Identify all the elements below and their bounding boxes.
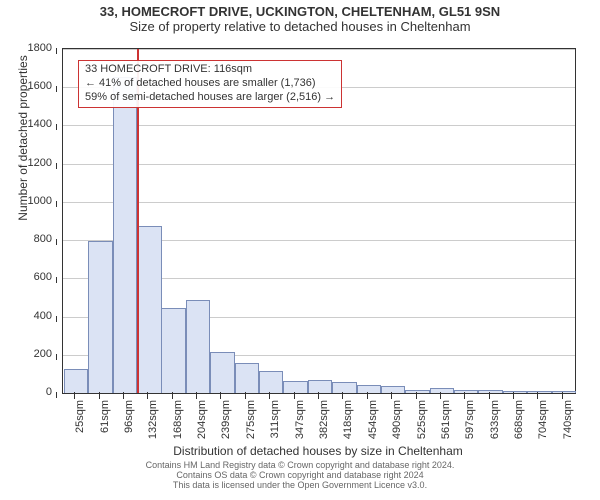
y-tick-label: 600 <box>0 271 52 283</box>
x-tick <box>123 392 124 399</box>
bar <box>283 381 307 393</box>
y-tick-label: 1400 <box>0 118 52 130</box>
title-line1: 33, HOMECROFT DRIVE, UCKINGTON, CHELTENH… <box>0 4 600 19</box>
x-tick-label: 132sqm <box>147 400 159 450</box>
y-tick <box>56 86 57 92</box>
bar <box>552 391 576 393</box>
bar <box>454 390 478 393</box>
y-tick <box>56 392 57 398</box>
x-tick <box>416 392 417 399</box>
x-tick-label: 418sqm <box>342 400 354 450</box>
x-tick <box>489 392 490 399</box>
bar <box>210 352 234 393</box>
bar <box>308 380 332 393</box>
grid-line <box>63 125 575 126</box>
grid-line <box>63 202 575 203</box>
bar <box>259 371 283 393</box>
bar <box>381 386 405 393</box>
annotation-line2: ← 41% of detached houses are smaller (1,… <box>85 77 335 91</box>
y-tick-label: 800 <box>0 233 52 245</box>
grid-line <box>63 164 575 165</box>
x-tick <box>537 392 538 399</box>
bar <box>503 391 527 393</box>
x-tick-label: 740sqm <box>562 400 574 450</box>
y-tick <box>56 316 57 322</box>
x-tick <box>342 392 343 399</box>
y-tick-label: 1000 <box>0 195 52 207</box>
x-tick-label: 490sqm <box>391 400 403 450</box>
y-tick-label: 1200 <box>0 157 52 169</box>
x-tick-label: 704sqm <box>537 400 549 450</box>
footer-line1: Contains HM Land Registry data © Crown c… <box>0 460 600 470</box>
y-tick <box>56 354 57 360</box>
x-tick-label: 25sqm <box>74 400 86 450</box>
bar <box>88 241 112 393</box>
x-tick-label: 561sqm <box>440 400 452 450</box>
x-tick <box>99 392 100 399</box>
x-tick <box>269 392 270 399</box>
bar <box>64 369 88 393</box>
bar <box>430 388 454 393</box>
bar <box>478 390 502 393</box>
title-block: 33, HOMECROFT DRIVE, UCKINGTON, CHELTENH… <box>0 4 600 34</box>
x-tick-label: 382sqm <box>318 400 330 450</box>
bar <box>235 363 259 393</box>
footer-line3: This data is licensed under the Open Gov… <box>0 480 600 490</box>
footer-line2: Contains OS data © Crown copyright and d… <box>0 470 600 480</box>
y-tick-label: 200 <box>0 348 52 360</box>
grid-line <box>63 49 575 50</box>
bar <box>161 308 185 393</box>
x-tick-label: 275sqm <box>245 400 257 450</box>
x-tick <box>147 392 148 399</box>
x-tick <box>367 392 368 399</box>
y-tick-label: 1800 <box>0 42 52 54</box>
y-tick-label: 0 <box>0 386 52 398</box>
x-tick-label: 597sqm <box>464 400 476 450</box>
bar <box>332 382 356 394</box>
x-tick <box>391 392 392 399</box>
y-tick <box>56 277 57 283</box>
bar <box>527 391 551 393</box>
bar <box>405 390 429 393</box>
annotation-box: 33 HOMECROFT DRIVE: 116sqm ← 41% of deta… <box>78 60 342 108</box>
x-tick-label: 239sqm <box>220 400 232 450</box>
y-tick <box>56 239 57 245</box>
x-tick-label: 633sqm <box>489 400 501 450</box>
x-tick-label: 454sqm <box>367 400 379 450</box>
x-tick <box>464 392 465 399</box>
bar <box>186 300 210 393</box>
figure: 33, HOMECROFT DRIVE, UCKINGTON, CHELTENH… <box>0 0 600 500</box>
y-tick <box>56 201 57 207</box>
footer: Contains HM Land Registry data © Crown c… <box>0 460 600 490</box>
y-tick <box>56 48 57 54</box>
x-tick <box>318 392 319 399</box>
annotation-line1: 33 HOMECROFT DRIVE: 116sqm <box>85 63 335 77</box>
x-tick <box>562 392 563 399</box>
x-tick-label: 61sqm <box>99 400 111 450</box>
x-tick <box>513 392 514 399</box>
bar <box>113 77 137 393</box>
bar <box>357 385 381 393</box>
x-tick-label: 204sqm <box>196 400 208 450</box>
x-tick-label: 347sqm <box>294 400 306 450</box>
y-tick <box>56 163 57 169</box>
annotation-line3: 59% of semi-detached houses are larger (… <box>85 91 335 105</box>
x-tick <box>172 392 173 399</box>
x-tick <box>245 392 246 399</box>
x-tick <box>196 392 197 399</box>
y-tick-label: 1600 <box>0 80 52 92</box>
x-tick-label: 668sqm <box>513 400 525 450</box>
x-tick-label: 168sqm <box>172 400 184 450</box>
x-tick <box>220 392 221 399</box>
x-tick-label: 525sqm <box>416 400 428 450</box>
x-tick-label: 96sqm <box>123 400 135 450</box>
x-tick-label: 311sqm <box>269 400 281 450</box>
y-tick <box>56 124 57 130</box>
x-tick <box>440 392 441 399</box>
x-tick <box>74 392 75 399</box>
title-line2: Size of property relative to detached ho… <box>0 19 600 34</box>
y-tick-label: 400 <box>0 310 52 322</box>
bar <box>137 226 161 393</box>
x-tick <box>294 392 295 399</box>
